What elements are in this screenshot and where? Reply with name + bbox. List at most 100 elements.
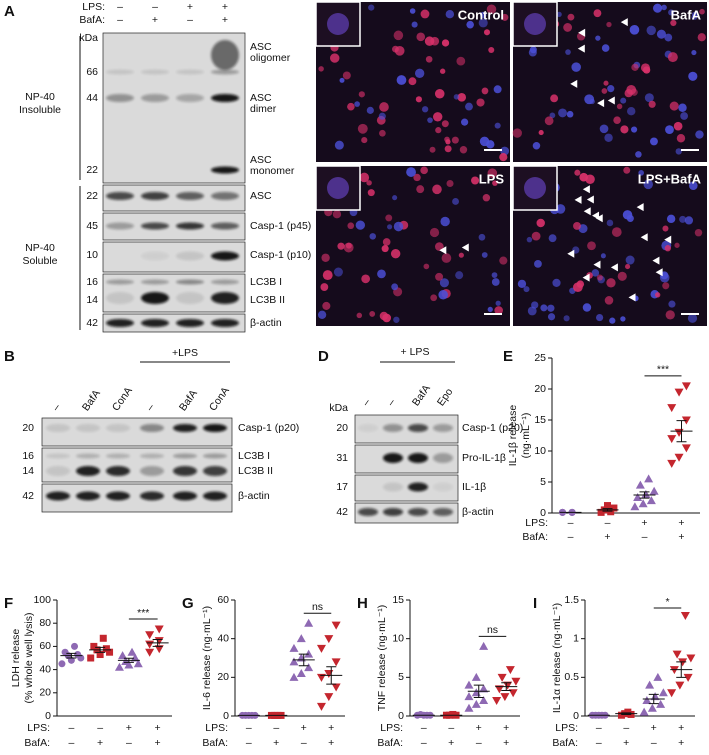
nucleus (451, 136, 459, 144)
y-axis-label: (% whole well lysis) (23, 612, 35, 703)
data-point (71, 642, 79, 650)
nucleus (390, 249, 401, 259)
nucleus (366, 106, 374, 114)
data-point (674, 453, 684, 462)
condition-label: BafA: (552, 737, 578, 749)
y-tick-label: 0.5 (564, 671, 579, 683)
data-point (508, 689, 518, 698)
blot-strip (354, 502, 459, 524)
nucleus (644, 93, 654, 103)
image-label: BafA (671, 7, 702, 22)
nucleus (368, 4, 375, 11)
nucleus (494, 306, 503, 315)
blot-band (140, 491, 164, 501)
nucleus (526, 236, 533, 243)
nucleus (499, 256, 508, 265)
nucleus (643, 179, 653, 190)
data-point (644, 474, 654, 483)
mw-marker: 42 (336, 506, 348, 518)
nucleus (434, 88, 445, 99)
data-point (638, 499, 648, 508)
condition-sign: – (97, 722, 103, 734)
condition-label: LPS: (380, 722, 403, 734)
band-label: ASC (250, 41, 272, 53)
blot-band (106, 69, 134, 75)
nucleus (446, 179, 454, 188)
inset-cell (327, 13, 349, 35)
nucleus (337, 242, 345, 250)
data-point (630, 502, 640, 511)
condition-label: BafA: (202, 737, 228, 749)
nucleus (595, 35, 601, 41)
nucleus (333, 267, 343, 277)
blot-band (46, 466, 70, 476)
data-point (58, 660, 66, 668)
nucleus (631, 63, 639, 71)
nucleus (662, 225, 669, 232)
lane-label: – (385, 397, 398, 409)
data-point (667, 689, 677, 698)
inset-cell (524, 177, 546, 199)
y-tick-label: 60 (39, 640, 51, 652)
nucleus (538, 130, 544, 136)
condition-sign: + (604, 531, 610, 543)
condition-sign: – (68, 722, 74, 734)
nucleus (369, 233, 377, 240)
nucleus (391, 283, 399, 291)
condition-sign: + (641, 517, 647, 529)
nucleus (409, 8, 416, 14)
condition-label: LPS: (555, 722, 578, 734)
nucleus (421, 106, 429, 113)
nucleus (613, 116, 621, 124)
inset-cell (524, 13, 546, 35)
blot-band (408, 424, 428, 432)
mw-marker: 66 (86, 66, 98, 78)
nucleus (459, 146, 468, 154)
data-point (154, 637, 164, 646)
nucleus (455, 271, 464, 280)
blot-band (46, 453, 70, 459)
arrowhead (578, 28, 586, 37)
data-point (464, 692, 474, 701)
data-point (464, 703, 474, 712)
y-tick-label: 100 (33, 594, 51, 606)
blot-band (383, 508, 403, 516)
nucleus (550, 94, 559, 103)
band-label: Casp-1 (p45) (250, 220, 311, 232)
data-point (127, 647, 137, 656)
nucleus (673, 121, 683, 131)
error-bar (676, 420, 687, 443)
condition-sign: – (448, 722, 454, 734)
arrowhead (640, 233, 648, 242)
lane-label: – (50, 402, 63, 414)
error-bar (602, 508, 613, 512)
band-label: Casp-1 (p20) (238, 422, 299, 434)
significance-label: ns (487, 624, 498, 636)
y-tick-label: 0 (573, 710, 579, 722)
data-point (649, 486, 659, 495)
nucleus (630, 126, 638, 133)
condition-label: BafA: (522, 531, 548, 543)
nucleus (691, 14, 698, 20)
data-point (681, 382, 691, 391)
blot-strip (41, 483, 233, 513)
data-point (675, 681, 685, 690)
data-point (604, 502, 611, 510)
error-bar (66, 652, 77, 659)
data-point (653, 672, 663, 681)
treatment-label: + LPS (401, 346, 430, 358)
blot-band (176, 94, 204, 102)
nucleus (599, 124, 609, 134)
error-bar (326, 666, 337, 685)
condition-sign: – (246, 737, 252, 749)
nucleus (347, 222, 355, 230)
nucleus (429, 227, 440, 238)
arrowhead (597, 99, 605, 108)
error-bar (639, 491, 650, 499)
nucleus (629, 25, 640, 35)
data-point (296, 634, 306, 643)
nucleus (571, 62, 581, 72)
nucleus (478, 233, 486, 241)
nucleus (357, 123, 368, 134)
